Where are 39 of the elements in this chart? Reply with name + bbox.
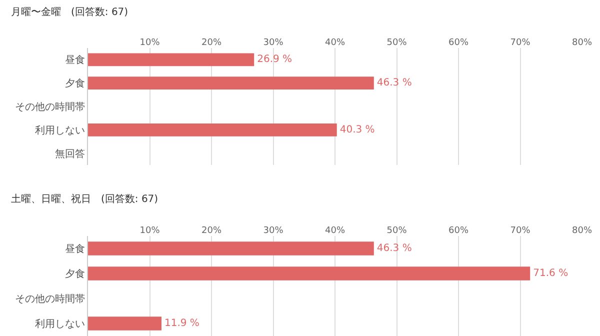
x-tick-label: 30% — [263, 38, 284, 48]
x-tick-label: 50% — [386, 226, 408, 236]
chart-title: 土曜、日曜、祝日 (回答数: 67) — [11, 193, 158, 205]
x-tick-label: 10% — [140, 38, 160, 48]
x-tick-label: 10% — [140, 226, 160, 236]
data-label: 11.9 % — [164, 318, 200, 330]
data-label: 46.3 % — [376, 243, 412, 254]
y-tick-label: 夕食 — [65, 268, 85, 280]
x-tick-label: 30% — [263, 226, 284, 236]
y-tick-label: その他の時間帯 — [15, 101, 85, 113]
data-label: 26.9 % — [257, 54, 292, 66]
bar — [88, 266, 530, 280]
bar — [88, 53, 254, 66]
x-tick-label: 40% — [324, 38, 346, 48]
y-tick-label: 無回答 — [55, 148, 85, 160]
data-label: 46.3 % — [376, 78, 412, 89]
bar — [88, 123, 337, 136]
x-tick-label: 20% — [201, 38, 222, 48]
chart-title: 月曜〜金曜 (回答数: 67) — [11, 6, 128, 18]
y-tick-label: 昼食 — [65, 243, 85, 255]
data-label: 40.3 % — [340, 124, 375, 136]
x-tick-label: 60% — [448, 38, 469, 48]
x-tick-label: 80% — [572, 226, 592, 236]
x-tick-label: 60% — [448, 226, 469, 236]
y-tick-label: 昼食 — [65, 54, 85, 66]
bar — [88, 76, 374, 90]
data-label: 71.6 % — [533, 268, 568, 280]
x-tick-label: 40% — [324, 226, 346, 236]
x-tick-label: 70% — [510, 38, 531, 48]
bar — [88, 242, 374, 256]
x-tick-label: 20% — [201, 226, 222, 236]
x-tick-label: 50% — [386, 38, 408, 48]
x-tick-label: 80% — [572, 38, 592, 48]
x-tick-label: 70% — [510, 226, 531, 236]
y-tick-label: 夕食 — [65, 78, 85, 90]
y-tick-label: その他の時間帯 — [15, 293, 85, 305]
bar — [88, 316, 162, 330]
y-tick-label: 利用しない — [35, 318, 85, 330]
y-tick-label: 利用しない — [35, 124, 85, 136]
